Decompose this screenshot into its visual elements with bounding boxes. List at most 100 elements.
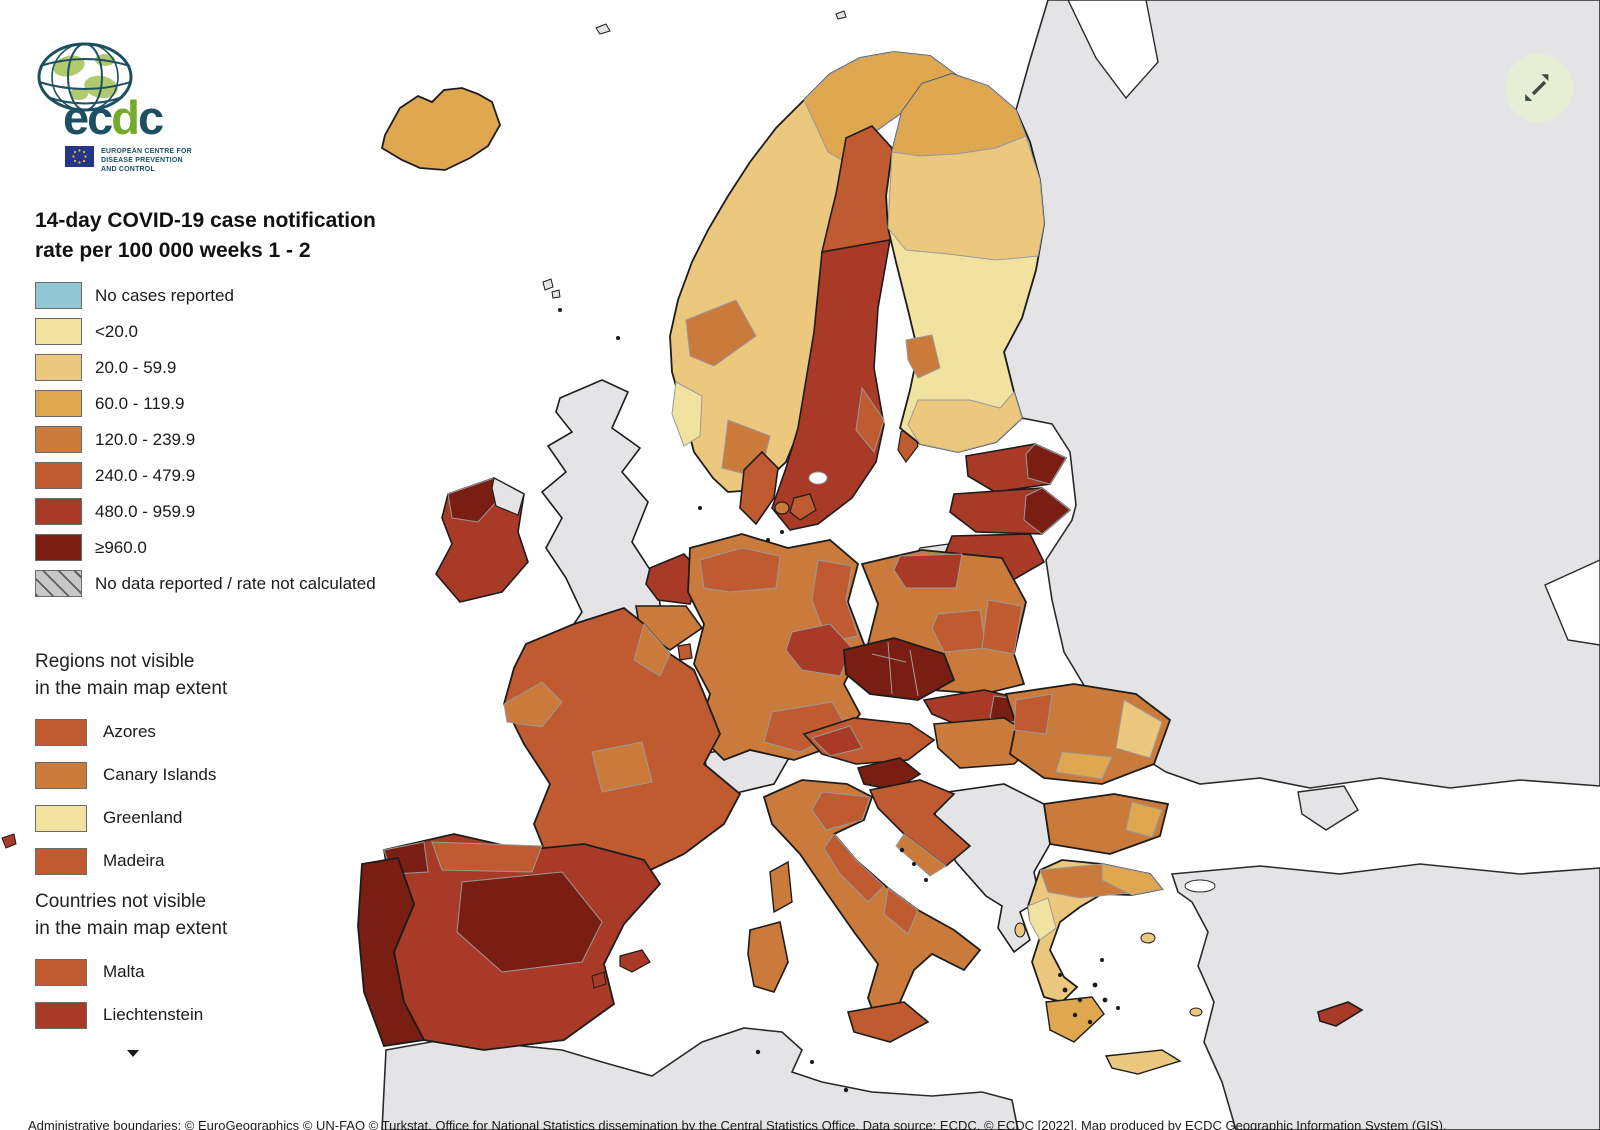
region-spain-north [431, 841, 543, 873]
inset-swatch-liechtenstein [35, 1001, 87, 1029]
region-spain-centre [456, 871, 603, 973]
region-bulgaria-east [1125, 801, 1163, 838]
legend-label: 240.0 - 479.9 [95, 465, 196, 485]
map-caret-speck [127, 1050, 139, 1057]
legend-swatch-240-479 [35, 462, 82, 490]
region-turkey [1170, 863, 1600, 1130]
legend-row: 120.0 - 239.9 [35, 426, 465, 454]
region-italy [762, 779, 982, 1032]
region-corfu [1014, 922, 1026, 938]
inset-swatch-madeira [35, 847, 87, 875]
region-germany-east [811, 559, 859, 643]
region-eastern-europe-russia [1003, 0, 1600, 789]
legend-swatch-120-239 [35, 426, 82, 454]
region-iceland [380, 87, 501, 171]
legend-row: <20.0 [35, 318, 465, 346]
region-faroe-islands [551, 289, 561, 299]
legend-label: No data reported / rate not calculated [95, 573, 376, 593]
legend-row: 480.0 - 959.9 [35, 498, 465, 526]
region-germany-north [699, 547, 781, 593]
region-northern-ireland [491, 477, 525, 516]
region-white-sea [1067, 0, 1159, 100]
region-finland-west [905, 334, 941, 379]
regions-not-visible-heading: Regions not visible in the main map exte… [35, 651, 228, 699]
inset-row-madeira: Madeira [35, 847, 465, 875]
region-croatia [868, 779, 972, 868]
region-romania-south [1055, 751, 1113, 780]
legend-swatch-60-119 [35, 390, 82, 418]
eu-flag-icon [65, 146, 94, 167]
legend-row: ≥960.0 [35, 534, 465, 562]
region-france-northeast [633, 622, 671, 677]
legend-swatch-no-cases [35, 282, 82, 310]
region-italy-northeast [811, 791, 871, 831]
region-greece-thrace [1101, 863, 1163, 896]
region-france-brittany [503, 681, 563, 728]
region-finland-north [887, 135, 1045, 261]
legend-label: 20.0 - 59.9 [95, 357, 177, 377]
legend-label: 60.0 - 119.9 [95, 393, 185, 413]
region-crimea [1297, 785, 1359, 831]
inset-row-liechtenstein: Liechtenstein [35, 1001, 465, 1029]
region-croatia-coast [895, 833, 947, 877]
legend-label: ≥960.0 [95, 537, 147, 557]
org-name: EUROPEAN CENTRE FOR DISEASE PREVENTION A… [101, 148, 192, 174]
lake-vanern [808, 471, 828, 485]
legend-label: <20.0 [95, 321, 139, 341]
region-estonia-east [1025, 443, 1067, 485]
region-italy-campania [883, 887, 919, 935]
region-denmark-fyn [774, 501, 790, 515]
inset-swatch-malta [35, 958, 87, 986]
region-poland-central [931, 609, 987, 653]
region-madeira-speck [1, 833, 17, 849]
region-ireland-northwest [447, 477, 499, 523]
legend-swatch-gte960 [35, 534, 82, 562]
region-poland-northwest [893, 553, 963, 589]
legend-row: No data reported / rate not calculated [35, 570, 465, 598]
region-cyprus [1317, 1001, 1364, 1027]
inset-row-azores: Azores [35, 718, 465, 746]
inset-label: Greenland [103, 808, 183, 828]
legend-row: 20.0 - 59.9 [35, 354, 465, 382]
legend-swatch-lt20 [35, 318, 82, 346]
inset-row-malta: Malta [35, 958, 465, 986]
legend-swatch-20-59 [35, 354, 82, 382]
map-title: 14-day COVID-19 case notification rate p… [35, 209, 376, 263]
region-rhodes [1189, 1007, 1203, 1017]
inset-swatch-canary-islands [35, 761, 87, 789]
region-faroe-islands [542, 278, 554, 291]
brand-text: ecdc [63, 91, 164, 144]
region-north-africa [381, 1027, 1019, 1130]
expand-icon [1525, 74, 1549, 101]
region-czechia [843, 637, 956, 701]
legend-label: No cases reported [95, 285, 234, 305]
region-france-centre [591, 741, 653, 793]
legend-panel: ecdc EUROPEAN CENTRE FOR DISEASE PREVENT… [35, 38, 465, 1029]
region-finland-south [907, 390, 1023, 453]
region-mallorca [619, 949, 651, 973]
inset-row-greenland: Greenland [35, 804, 465, 832]
inset-label: Liechtenstein [103, 1005, 204, 1025]
legend-row: No cases reported [35, 282, 465, 310]
region-peloponnese [1045, 996, 1105, 1043]
countries-not-visible-heading: Countries not visible in the main map ex… [35, 890, 228, 939]
inset-label: Azores [103, 722, 156, 742]
region-sweden-south [771, 239, 891, 531]
region-romania-west [1013, 693, 1053, 735]
legend: No cases reported <20.0 20.0 - 59.9 60.0… [35, 282, 465, 598]
small-islands-dots [558, 308, 1120, 1093]
region-germany-saxony [785, 623, 853, 677]
region-italy-centre [823, 833, 885, 903]
region-sardinia [747, 921, 789, 993]
region-arctic-island [595, 23, 611, 35]
expand-button[interactable] [1505, 54, 1573, 122]
legend-label: 480.0 - 959.9 [95, 501, 196, 521]
region-sea-of-marmara [1184, 879, 1216, 893]
region-poland-east [981, 599, 1023, 655]
inset-swatch-greenland [35, 804, 87, 832]
region-latvia-east [1023, 487, 1071, 535]
region-greece-epirus [1027, 897, 1057, 941]
region-denmark-zealand [789, 493, 817, 521]
